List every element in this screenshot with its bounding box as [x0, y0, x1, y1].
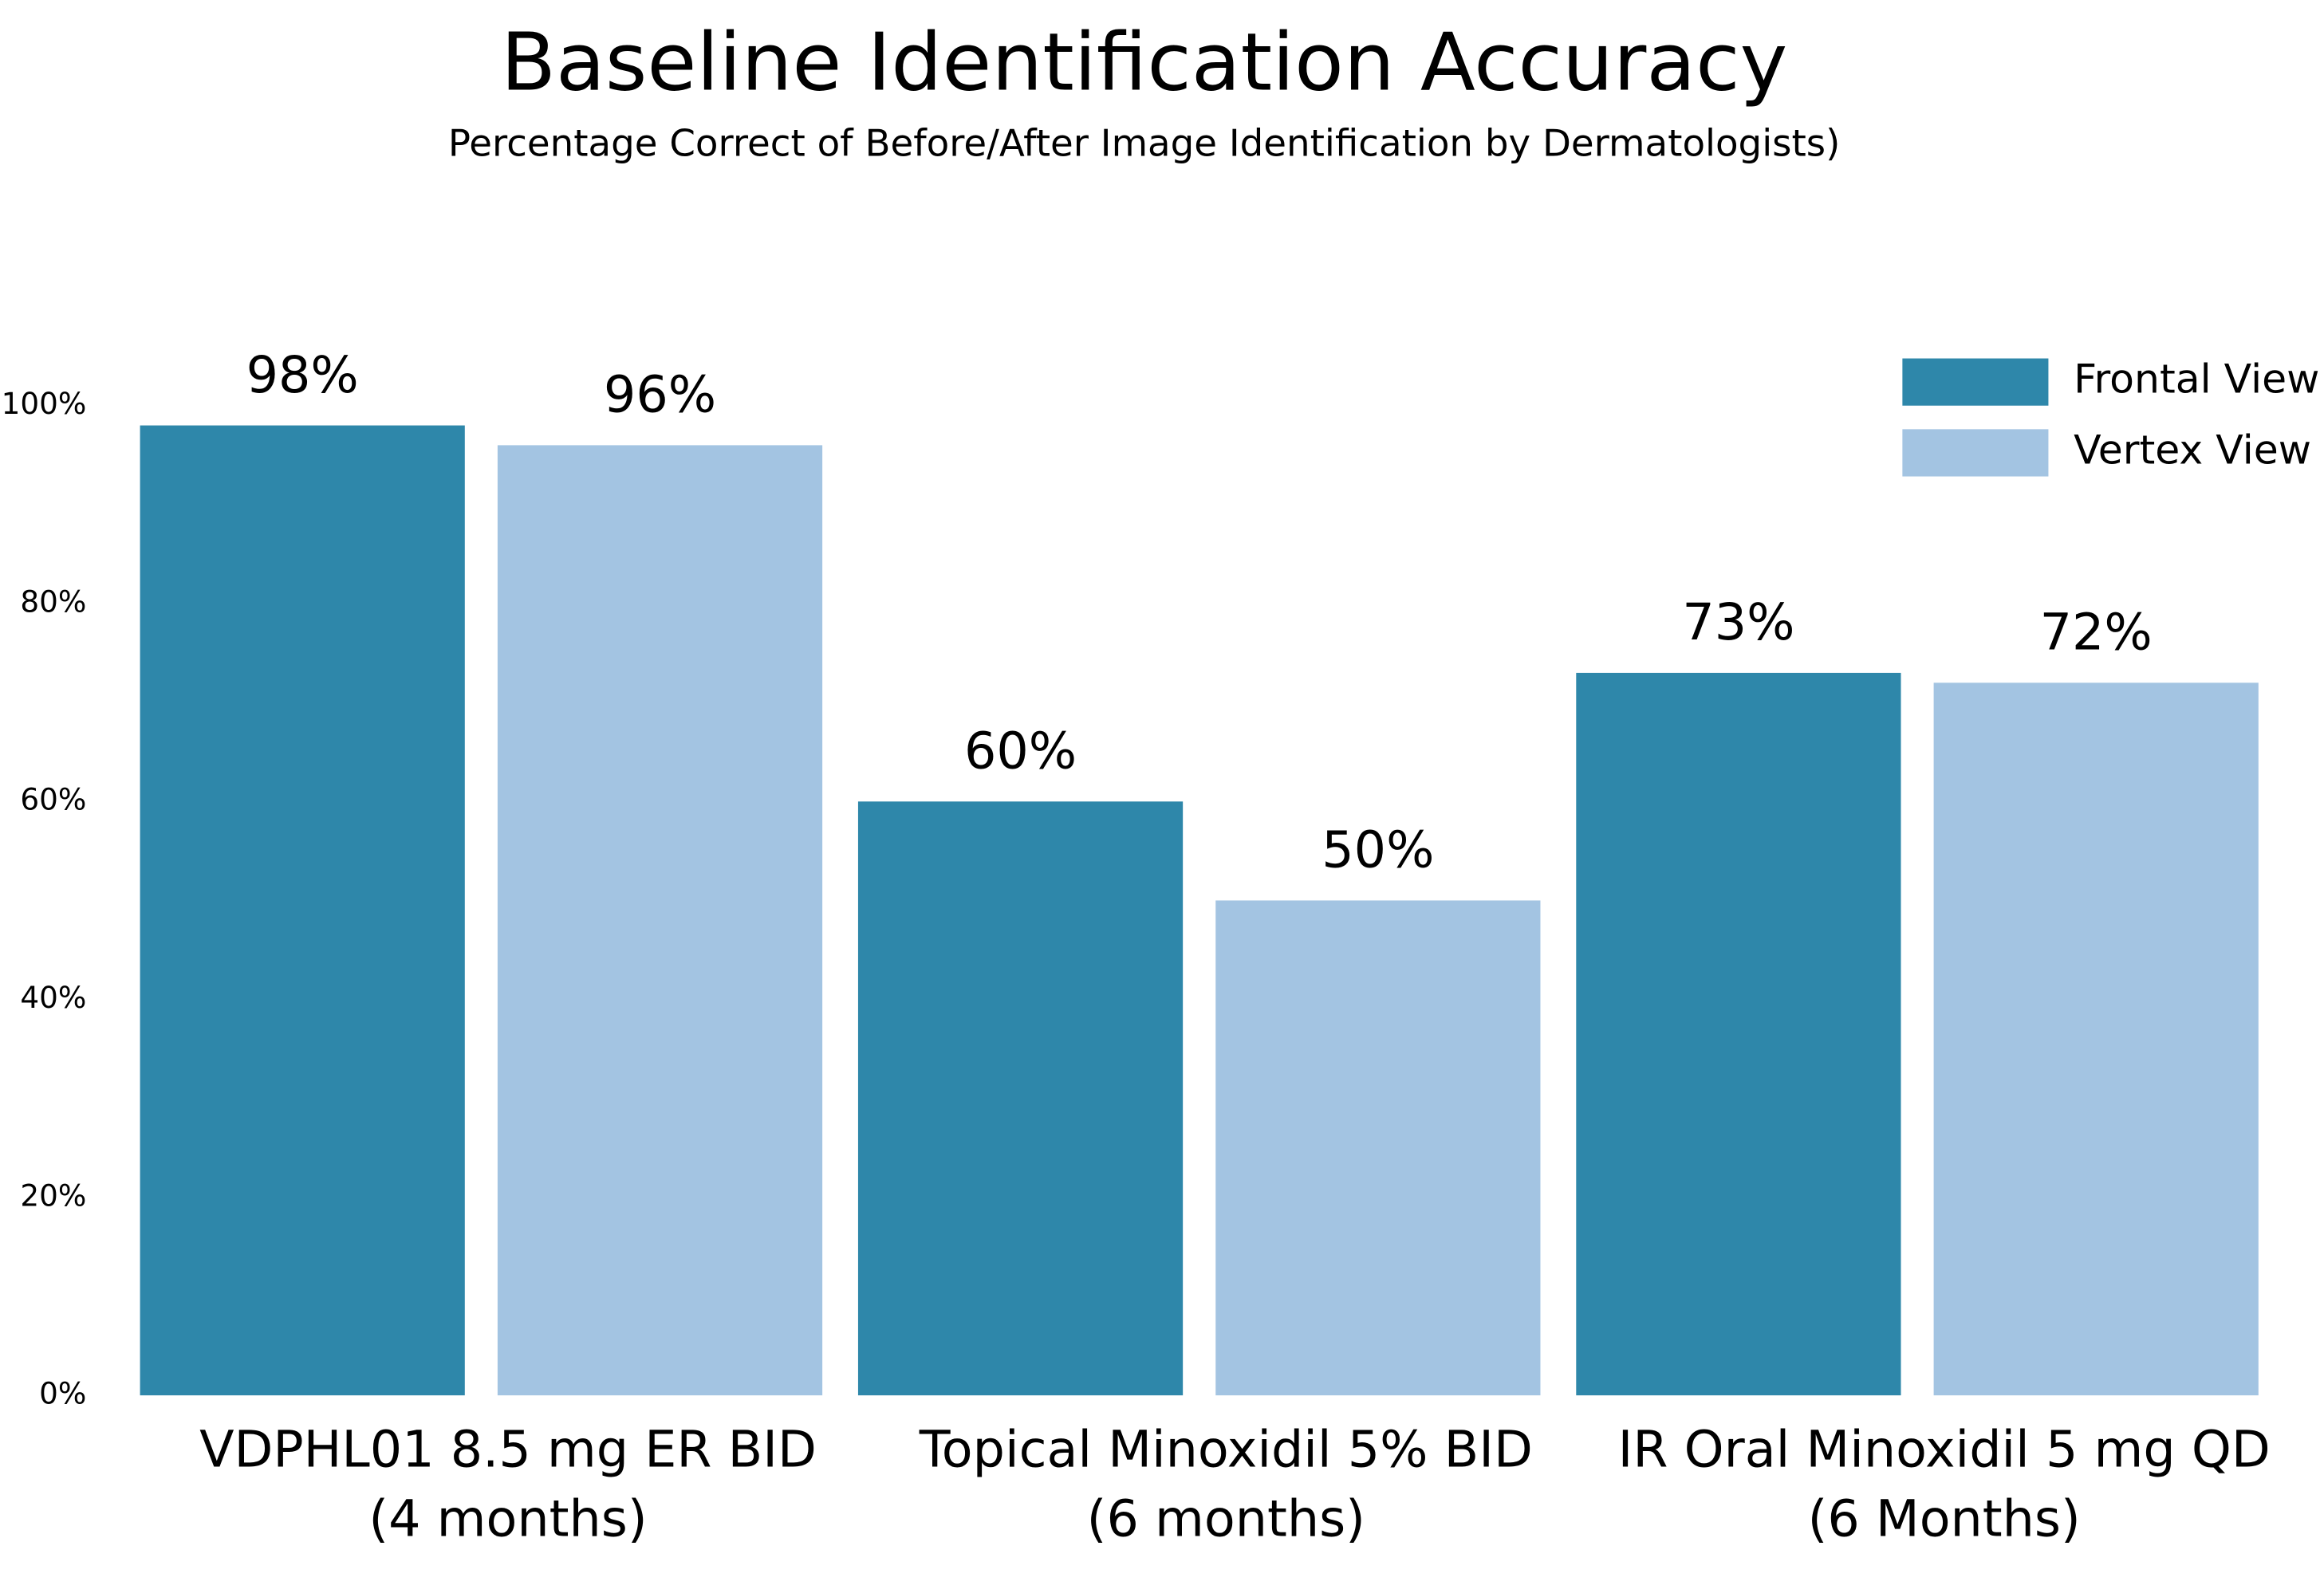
bar — [857, 801, 1184, 1396]
bar — [1215, 900, 1541, 1396]
x-tick-label: (6 months) — [1087, 1489, 1365, 1548]
y-tick-label: 0% — [39, 1376, 86, 1411]
value-label: 72% — [2040, 603, 2153, 662]
value-label: 96% — [604, 365, 716, 424]
y-tick-label: 80% — [20, 584, 86, 620]
bar — [497, 445, 823, 1396]
bar — [1576, 672, 1901, 1396]
legend-swatch — [1902, 429, 2049, 477]
bar — [1933, 682, 2259, 1396]
legend-label: Frontal View — [2074, 356, 2319, 403]
value-label: 50% — [1322, 820, 1434, 879]
value-label: 60% — [964, 722, 1077, 781]
chart-subtitle: Percentage Correct of Before/After Image… — [448, 122, 1841, 165]
x-tick-label: Topical Minoxidil 5% BID — [919, 1420, 1533, 1479]
bar — [140, 425, 465, 1396]
y-tick-label: 100% — [2, 386, 87, 421]
chart-title: Baseline Identification Accuracy — [501, 16, 1787, 108]
x-tick-label: (4 months) — [368, 1489, 647, 1548]
x-tick-label: IR Oral Minoxidil 5 mg QD — [1618, 1420, 2271, 1479]
y-tick-label: 60% — [20, 782, 86, 817]
y-tick-label: 40% — [20, 980, 86, 1015]
value-label: 73% — [1682, 592, 1794, 651]
value-label: 98% — [246, 345, 359, 404]
x-tick-label: VDPHL01 8.5 mg ER BID — [199, 1420, 817, 1479]
y-tick-label: 20% — [20, 1178, 86, 1213]
x-tick-label: (6 Months) — [1808, 1489, 2081, 1548]
legend-swatch — [1902, 358, 2049, 406]
legend-label: Vertex View — [2074, 427, 2311, 474]
